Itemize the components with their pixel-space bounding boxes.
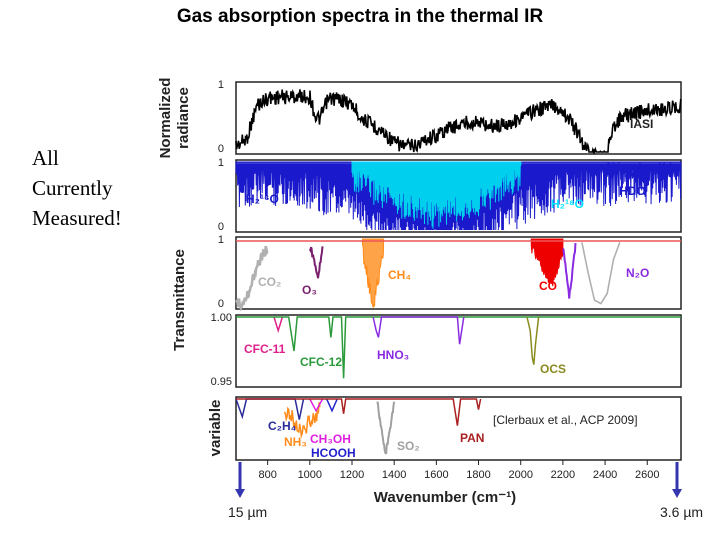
x-tick-label: 800 <box>258 469 276 481</box>
series-co2-high <box>581 242 621 305</box>
ylabel-p1-line-1: Normalized <box>157 78 174 159</box>
x-tick-label: 2200 <box>551 469 575 481</box>
side-note-line-3: Measured! <box>32 206 122 230</box>
series-cfc12 <box>236 316 681 379</box>
series-co <box>530 238 564 287</box>
series-h2o18 <box>351 161 522 229</box>
ytick-p3-0: 0 <box>218 298 224 310</box>
x-axis-ticks: 800 1000 1200 1400 1600 1800 2000 2200 2400 2600 <box>258 460 659 481</box>
ylabel-p1-line-2: radiance <box>175 87 192 149</box>
label-hno3: HNO₃ <box>377 348 409 362</box>
series-o3 <box>308 246 324 279</box>
ytick-p1-1: 1 <box>218 79 224 91</box>
series-ocs <box>526 316 540 365</box>
label-hdo: HDO <box>619 184 646 198</box>
series-ch3oh <box>309 398 324 413</box>
ytick-p4-1: 1.00 <box>211 312 232 324</box>
x-tick-label: 1400 <box>382 469 406 481</box>
left-arrow-head <box>235 489 245 498</box>
label-cfc11: CFC-11 <box>244 342 286 356</box>
x-tick-label: 1000 <box>298 469 322 481</box>
series-nh3 <box>283 402 321 439</box>
label-ocs: OCS <box>540 362 566 376</box>
label-nh3: NH₃ <box>284 435 307 449</box>
series-so2 <box>376 401 396 455</box>
series-ch4 <box>361 238 385 308</box>
chart-title: Gas absorption spectra in the thermal IR <box>176 6 544 27</box>
x-axis-label: Wavenumber (cm⁻¹) <box>374 489 516 506</box>
left-bound-label: 15 µm <box>228 504 267 520</box>
x-tick-label: 1600 <box>424 469 448 481</box>
x-tick-label: 2600 <box>635 469 659 481</box>
ytick-p4-0: 0.95 <box>211 376 232 388</box>
label-pan: PAN <box>460 431 484 445</box>
label-o3: O₃ <box>302 283 317 297</box>
ylabel-variable: variable <box>207 400 224 457</box>
label-n2o: N₂O <box>626 266 649 280</box>
label-co: CO <box>539 279 557 293</box>
citation: [Clerbaux et al., ACP 2009] <box>493 413 638 427</box>
series-n2o <box>562 243 577 299</box>
side-note: All Currently Measured! <box>32 143 152 233</box>
series-iasi <box>235 88 682 155</box>
side-note-line-1: All <box>32 146 59 170</box>
label-iasi: IASI <box>630 117 653 131</box>
x-tick-label: 1800 <box>466 469 490 481</box>
x-tick-label: 2400 <box>593 469 617 481</box>
panel-frame-3 <box>235 236 682 310</box>
panel-frame-4 <box>235 314 682 388</box>
label-so2: SO₂ <box>397 439 420 453</box>
series-cfc11 <box>273 316 284 334</box>
series-hdo <box>604 161 682 181</box>
label-hcooh: HCOOH <box>311 446 356 460</box>
side-note-line-2: Currently <box>32 176 113 200</box>
panel-frame-1 <box>235 81 682 155</box>
ytick-p3-1: 1 <box>218 234 224 246</box>
label-h2o18: H₂¹⁸O <box>551 197 584 211</box>
label-c2h4: C₂H₄ <box>268 419 297 433</box>
right-bound-label: 3.6 µm <box>660 504 703 520</box>
label-ch4: CH₄ <box>388 268 411 282</box>
series-pan <box>236 398 482 426</box>
ytick-p2-0: 0 <box>218 221 224 233</box>
x-tick-label: 2000 <box>508 469 532 481</box>
ytick-p1-0: 0 <box>218 143 224 155</box>
ylabel-transmittance: Transmittance <box>171 249 188 351</box>
series-co2 <box>235 245 269 312</box>
series-hno3 <box>372 316 465 345</box>
label-ch3oh: CH₃OH <box>310 432 351 446</box>
ytick-p2-1: 1 <box>218 157 224 169</box>
panel-frame-5 <box>235 396 682 461</box>
right-arrow-head <box>672 489 682 498</box>
label-co2: CO₂ <box>258 275 281 289</box>
x-tick-label: 1200 <box>340 469 364 481</box>
label-cfc12: CFC-12 <box>300 355 342 369</box>
series-hcooh <box>326 398 338 413</box>
label-h2o16: H₂¹⁶O <box>246 192 279 206</box>
